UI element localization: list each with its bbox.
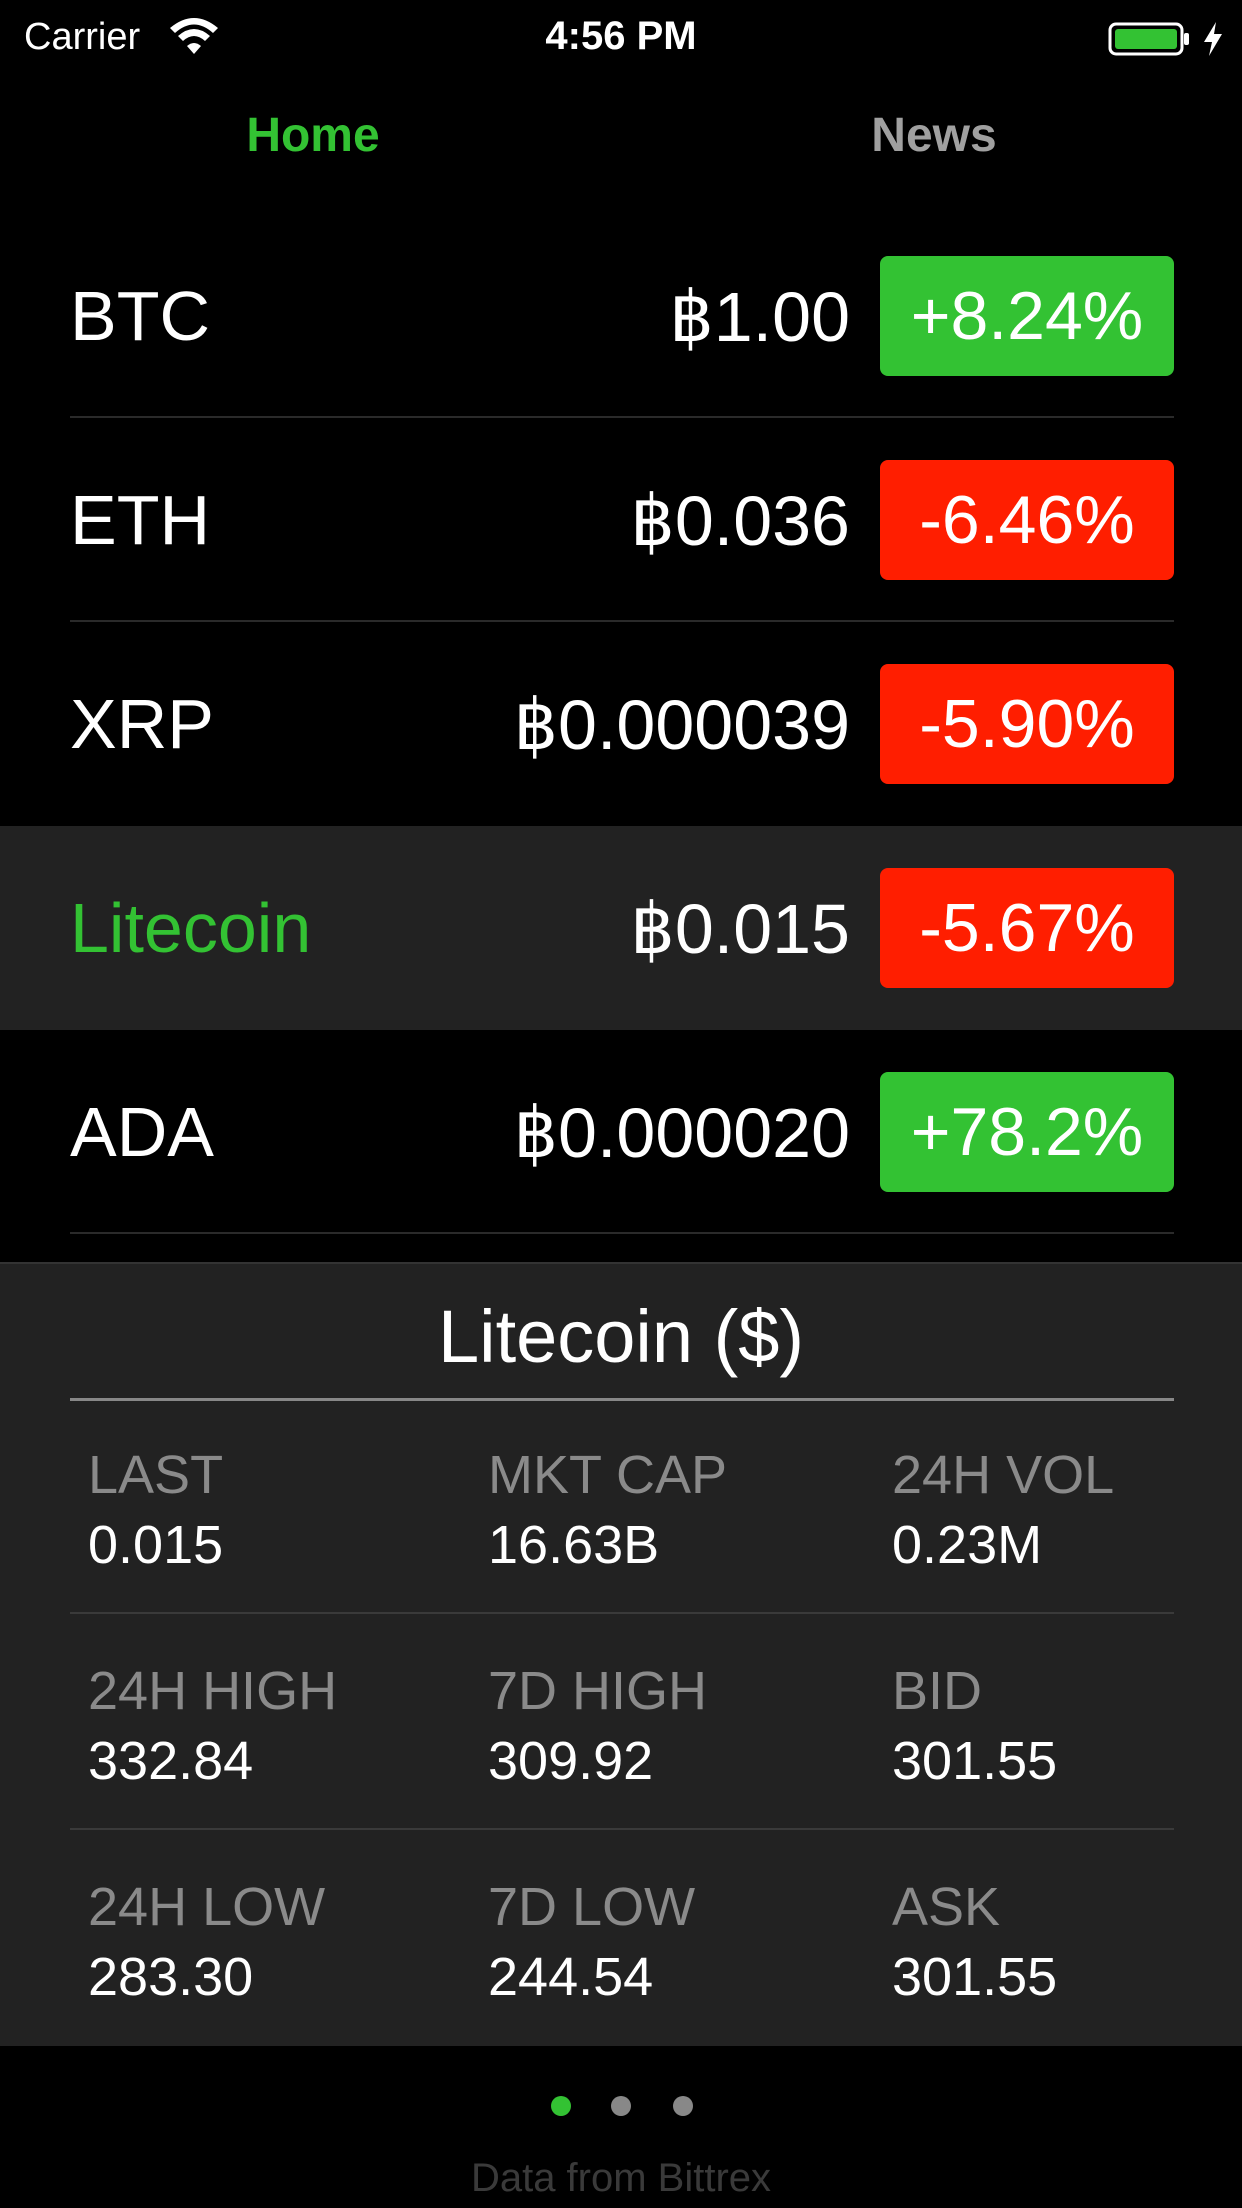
data-source-credit: Data from Bittrex [470,2156,772,2200]
coin-change-badge[interactable]: -5.90% [880,664,1174,784]
carrier-label: Carrier [24,16,141,58]
wifi-icon [170,18,218,54]
stat-ask: ASK 301.55 [892,1876,1057,2008]
coin-change-badge[interactable]: -6.46% [880,460,1174,580]
coin-price: ฿0.036 [630,482,850,560]
stats-divider [70,1828,1174,1830]
tab-bar: Home News [0,78,1242,202]
stat-value: 309.92 [488,1731,654,1791]
stat-label: 7D LOW [488,1877,696,1937]
coin-row-litecoin[interactable]: Litecoin ฿0.015 -5.67% [0,826,1242,1030]
stat-value: 301.55 [892,1731,1058,1791]
stat-label: 24H VOL [892,1445,1115,1505]
battery-icon [1108,22,1189,56]
stat-value: 301.55 [892,1947,1058,2007]
coin-change-badge[interactable]: +8.24% [880,256,1174,376]
page-dot-2[interactable] [611,2096,631,2116]
coin-symbol: ETH [70,481,210,559]
stat-24h-low: 24H LOW 283.30 [88,1876,325,2008]
coin-symbol: Litecoin [70,889,312,967]
row-divider [70,416,1174,418]
stat-mkt-cap: MKT CAP 16.63B [488,1444,727,1576]
tab-home[interactable]: Home [246,109,380,162]
detail-title: Litecoin ($) [437,1295,805,1378]
coin-row-eth[interactable]: ETH ฿0.036 -6.46% [0,418,1242,622]
stat-value: 0.23M [892,1515,1043,1575]
stats-row: 24H HIGH 332.84 7D HIGH 309.92 BID 301.5… [0,1660,1242,1876]
coin-symbol: BTC [70,277,210,355]
stat-label: 24H LOW [88,1877,326,1937]
stat-24h-high: 24H HIGH 332.84 [88,1660,337,1792]
stat-7d-low: 7D LOW 244.54 [488,1876,695,2008]
coin-row-ada[interactable]: ADA ฿0.000020 +78.2% [0,1030,1242,1234]
stat-7d-high: 7D HIGH 309.92 [488,1660,707,1792]
coin-price: ฿0.000020 [513,1094,851,1172]
page-dot-1[interactable] [551,2096,571,2116]
stat-value: 283.30 [88,1947,254,2007]
stat-label: 7D HIGH [488,1661,708,1721]
coin-row-btc[interactable]: BTC ฿1.00 +8.24% [0,214,1242,418]
row-divider [70,620,1174,622]
stat-label: LAST [88,1445,224,1505]
stat-value: 0.015 [88,1515,224,1575]
coin-price: ฿0.000039 [513,686,851,764]
coin-detail-panel[interactable]: Litecoin ($) LAST 0.015 MKT CAP 16.63B 2… [0,1262,1242,2046]
stat-label: BID [892,1661,983,1721]
stat-label: ASK [892,1877,1001,1937]
row-divider [70,1232,1174,1234]
stats-row: 24H LOW 283.30 7D LOW 244.54 ASK 301.55 [0,1876,1242,2092]
coin-row-xrp[interactable]: XRP ฿0.000039 -5.90% [0,622,1242,826]
tab-news[interactable]: News [871,109,997,162]
coin-change-badge[interactable]: +78.2% [880,1072,1174,1192]
stats-row: LAST 0.015 MKT CAP 16.63B 24H VOL 0.23M [0,1444,1242,1660]
coin-symbol: XRP [70,685,214,763]
coin-symbol: ADA [70,1093,214,1171]
stat-label: MKT CAP [488,1445,728,1505]
status-bar: Carrier 4:56 PM [0,0,1242,78]
coin-change-badge[interactable]: -5.67% [880,868,1174,988]
stat-value: 16.63B [488,1515,660,1575]
stats-divider [70,1612,1174,1614]
stat-24h-vol: 24H VOL 0.23M [892,1444,1114,1576]
page-indicator[interactable] [0,2096,1242,2126]
title-divider [70,1398,1174,1401]
stat-value: 244.54 [488,1947,654,2007]
coin-price: ฿1.00 [669,278,850,356]
stat-value: 332.84 [88,1731,254,1791]
stat-label: 24H HIGH [88,1661,338,1721]
stat-last: LAST 0.015 [88,1444,223,1576]
charging-bolt-icon [1204,22,1222,56]
stat-bid: BID 301.55 [892,1660,1057,1792]
page-dot-3[interactable] [673,2096,693,2116]
coin-price: ฿0.015 [630,890,850,968]
status-time: 4:56 PM [545,14,697,58]
